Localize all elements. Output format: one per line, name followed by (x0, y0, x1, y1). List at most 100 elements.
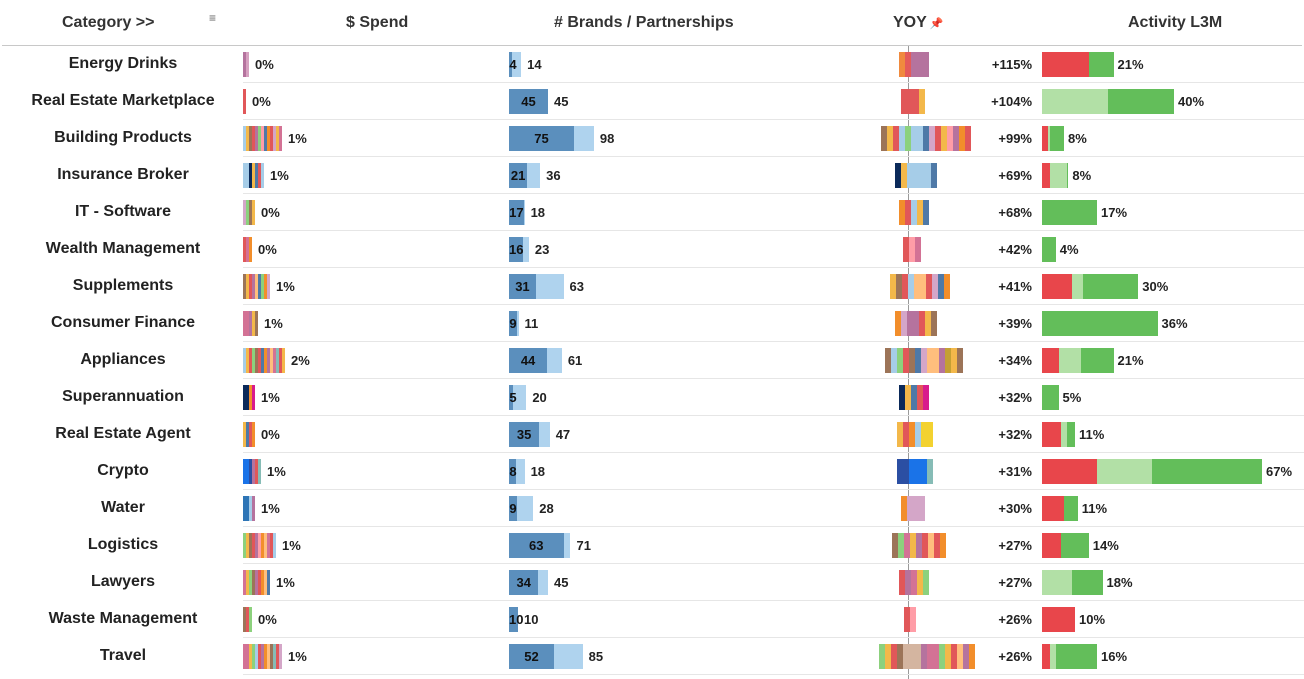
brands-bar[interactable] (509, 52, 522, 77)
brands-bar[interactable] (509, 274, 564, 299)
category-label[interactable]: Superannuation (62, 388, 184, 405)
yoy-bar[interactable] (897, 459, 933, 484)
activity-bar[interactable] (1042, 89, 1174, 114)
spend-bar[interactable] (243, 422, 255, 447)
spend-bar[interactable] (243, 126, 282, 151)
brands-bar[interactable] (509, 644, 583, 669)
category-label[interactable]: Energy Drinks (68, 55, 178, 72)
table-row[interactable]: Lawyers 1% 34 45 +27% 18% (0, 564, 1304, 601)
brands-bar[interactable] (509, 126, 594, 151)
activity-bar[interactable] (1042, 348, 1114, 373)
spend-bar[interactable] (243, 274, 270, 299)
table-row[interactable]: Wealth Management 0% 16 23 +42% 4% (0, 231, 1304, 268)
table-row[interactable]: Building Products 1% 75 98 +99% 8% (0, 120, 1304, 157)
yoy-bar[interactable] (899, 385, 929, 410)
category-label[interactable]: Consumer Finance (50, 314, 196, 331)
spend-bar[interactable] (243, 237, 252, 262)
yoy-bar[interactable] (901, 496, 925, 521)
table-row[interactable]: IT - Software 0% 17 18 +68% 17% (0, 194, 1304, 231)
category-label[interactable]: Crypto (97, 462, 149, 479)
yoy-bar[interactable] (890, 274, 950, 299)
category-label[interactable]: Waste Management (48, 610, 198, 627)
table-row[interactable]: Water 1% 9 28 +30% 11% (0, 490, 1304, 527)
yoy-bar[interactable] (885, 348, 963, 373)
brands-bar[interactable] (509, 163, 541, 188)
table-row[interactable]: Consumer Finance 1% 9 11 +39% 36% (0, 305, 1304, 342)
yoy-bar[interactable] (895, 311, 937, 336)
table-row[interactable]: Appliances 2% 44 61 +34% 21% (0, 342, 1304, 379)
category-label[interactable]: Supplements (72, 277, 174, 294)
brands-bar[interactable] (509, 237, 529, 262)
pin-icon[interactable]: 📌 (929, 18, 944, 30)
yoy-bar[interactable] (899, 570, 929, 595)
table-row[interactable]: Real Estate Agent 0% 35 47 +32% 11% (0, 416, 1304, 453)
category-header[interactable]: Category >> (62, 14, 155, 31)
spend-bar[interactable] (243, 533, 276, 558)
table-row[interactable]: Travel 1% 52 85 +26% 16% (0, 638, 1304, 675)
spend-bar[interactable] (243, 348, 285, 373)
category-label[interactable]: IT - Software (74, 203, 171, 220)
brands-bar[interactable] (509, 459, 525, 484)
spend-bar[interactable] (243, 385, 255, 410)
category-label[interactable]: Lawyers (90, 573, 156, 590)
yoy-bar[interactable] (904, 607, 916, 632)
brands-bar[interactable] (509, 311, 519, 336)
spend-bar[interactable] (243, 459, 261, 484)
brands-bar[interactable] (509, 570, 548, 595)
spend-bar[interactable] (243, 200, 255, 225)
table-row[interactable]: Energy Drinks 0% 4 14 +115% 21% (0, 46, 1304, 83)
activity-bar[interactable] (1042, 52, 1114, 77)
activity-bar[interactable] (1042, 533, 1089, 558)
category-label[interactable]: Water (101, 499, 145, 516)
category-label[interactable]: Real Estate Agent (55, 425, 191, 442)
category-label[interactable]: Appliances (80, 351, 166, 368)
activity-bar[interactable] (1042, 607, 1075, 632)
brands-bar[interactable] (509, 348, 562, 373)
spend-bar[interactable] (243, 607, 252, 632)
yoy-bar[interactable] (895, 163, 937, 188)
activity-bar[interactable] (1042, 163, 1069, 188)
brands-bar[interactable] (509, 607, 518, 632)
category-label[interactable]: Real Estate Marketplace (31, 92, 215, 109)
brands-bar[interactable] (509, 533, 571, 558)
activity-bar[interactable] (1042, 459, 1262, 484)
brands-bar[interactable] (509, 385, 527, 410)
yoy-bar[interactable] (897, 422, 933, 447)
activity-bar[interactable] (1042, 200, 1097, 225)
yoy-bar[interactable] (899, 200, 929, 225)
category-label[interactable]: Logistics (87, 536, 159, 553)
yoy-bar[interactable] (899, 52, 929, 77)
activity-bar[interactable] (1042, 237, 1056, 262)
spend-bar[interactable] (243, 52, 249, 77)
category-label[interactable]: Building Products (54, 129, 192, 146)
spend-bar[interactable] (243, 570, 270, 595)
spend-bar[interactable] (243, 311, 258, 336)
category-label[interactable]: Insurance Broker (57, 166, 189, 183)
yoy-bar[interactable] (892, 533, 946, 558)
activity-bar[interactable] (1042, 126, 1064, 151)
brands-bar[interactable] (509, 422, 550, 447)
table-row[interactable]: Superannuation 1% 5 20 +32% 5% (0, 379, 1304, 416)
table-row[interactable]: Waste Management 0% 10 10 +26% 10% (0, 601, 1304, 638)
activity-bar[interactable] (1042, 496, 1078, 521)
activity-bar[interactable] (1042, 644, 1097, 669)
sort-icon[interactable]: ≡ (209, 11, 217, 25)
yoy-bar[interactable] (901, 89, 925, 114)
brands-bar[interactable] (509, 200, 525, 225)
category-label[interactable]: Wealth Management (45, 240, 201, 257)
activity-bar[interactable] (1042, 422, 1075, 447)
brands-bar[interactable] (509, 496, 534, 521)
spend-bar[interactable] (243, 496, 255, 521)
brands-bar[interactable] (509, 89, 548, 114)
activity-bar[interactable] (1042, 311, 1158, 336)
yoy-bar[interactable] (903, 237, 921, 262)
table-row[interactable]: Crypto 1% 8 18 +31% 67% (0, 453, 1304, 490)
spend-bar[interactable] (243, 163, 264, 188)
activity-bar[interactable] (1042, 274, 1139, 299)
spend-bar[interactable] (243, 644, 282, 669)
table-row[interactable]: Insurance Broker 1% 21 36 +69% 8% (0, 157, 1304, 194)
table-row[interactable]: Supplements 1% 31 63 +41% 30% (0, 268, 1304, 305)
yoy-bar[interactable] (881, 126, 971, 151)
yoy-bar[interactable] (879, 644, 975, 669)
activity-bar[interactable] (1042, 385, 1059, 410)
